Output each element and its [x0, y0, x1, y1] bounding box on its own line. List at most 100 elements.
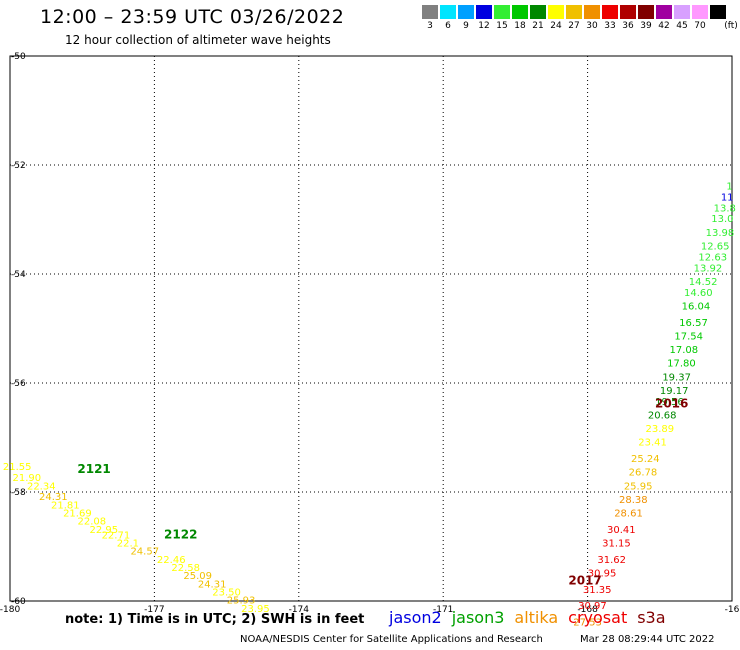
wave-height-point: 17.08 — [670, 345, 699, 356]
wave-height-point: 25.93 — [227, 596, 256, 607]
grid-lines — [9, 55, 733, 602]
wave-height-point: 11 — [721, 192, 734, 203]
wave-height-point: 22.58 — [171, 563, 200, 574]
wave-height-point: 19.56 — [655, 397, 684, 408]
legend-swatch — [494, 5, 510, 19]
wave-height-point: 23.95 — [241, 604, 270, 615]
wave-height-point: 28.38 — [619, 495, 648, 506]
wave-height-point: 25.24 — [631, 454, 660, 465]
legend-swatch — [512, 5, 528, 19]
wave-height-point: 22.46 — [157, 555, 186, 566]
x-tick-label: -174 — [289, 605, 310, 615]
wave-height-point: 21.90 — [13, 473, 42, 484]
wave-height-point: 30.41 — [607, 525, 636, 536]
wave-height-point: 13.98 — [706, 228, 735, 239]
generated-timestamp: Mar 28 08:29:44 UTC 2022 — [580, 634, 715, 645]
wave-height-point: 22.1 — [117, 539, 139, 550]
plot-frame — [9, 55, 733, 602]
pass-label: 2017 — [568, 574, 601, 588]
wave-height-point: 12.63 — [698, 252, 727, 263]
legend-swatch — [620, 5, 636, 19]
wave-height-point: 17.54 — [674, 331, 703, 342]
legend-label: 70 — [694, 21, 706, 31]
pass-label: 2016 — [655, 397, 688, 411]
legend-label: 39 — [640, 21, 652, 31]
wave-height-point: 23.41 — [638, 438, 667, 449]
x-tick-label: -180 — [0, 605, 20, 615]
x-tick-label: -171 — [433, 605, 453, 615]
legend-swatch — [584, 5, 600, 19]
wave-height-point: 31.35 — [583, 585, 612, 596]
legend-label: 24 — [550, 21, 562, 31]
wave-height-point: 13.92 — [694, 263, 723, 274]
legend-label: 6 — [445, 21, 451, 31]
pass-label: 2122 — [164, 527, 197, 541]
wave-height-point: 25.95 — [624, 481, 653, 492]
legend-label: 36 — [622, 21, 634, 31]
legend-label: 9 — [463, 21, 469, 31]
legend-swatch — [674, 5, 690, 19]
x-tick-label: -16 — [725, 605, 740, 615]
wave-height-point: 20.68 — [648, 410, 677, 421]
legend-swatch — [692, 5, 708, 19]
data-points: 11113.813.013.9812.6512.6313.9214.5214.6… — [3, 182, 736, 629]
legend-swatch — [458, 5, 474, 19]
legend-swatch — [422, 5, 438, 19]
legend-swatch — [530, 5, 546, 19]
legend-label: 27 — [568, 21, 580, 31]
y-tick-label: -56 — [11, 379, 26, 389]
wave-height-point: 24.31 — [198, 579, 227, 590]
legend-unit: (ft) — [724, 21, 738, 31]
y-tick-label: -58 — [11, 488, 26, 498]
footer-note: note: 1) Time is in UTC; 2) SWH is in fe… — [65, 612, 365, 627]
legend-swatch — [710, 5, 726, 19]
satellite-jason2: jason2 — [389, 608, 442, 627]
legend-swatch — [548, 5, 564, 19]
wave-height-point: 14.52 — [689, 277, 718, 288]
satellite-legend: jason2 jason3 altika cryosat s3a — [389, 608, 676, 627]
wave-height-point: 16.04 — [682, 301, 711, 312]
axes: -180 -177 -174 -171 -168 -16 -50 -52 -54 -56 -58 -6… — [0, 52, 740, 615]
wave-height-point: 16.57 — [679, 318, 708, 329]
wave-height-point: 22.95 — [90, 525, 119, 536]
wave-height-point: 13.0 — [711, 214, 733, 225]
legend-label: 30 — [586, 21, 598, 31]
pass-label: 2121 — [77, 462, 110, 476]
chart-subtitle: 12 hour collection of altimeter wave hei… — [65, 33, 331, 47]
wave-height-point: 23.50 — [212, 588, 241, 599]
wave-height-point: 1 — [726, 182, 732, 193]
x-tick-label: -168 — [577, 605, 598, 615]
x-tick-label: -177 — [144, 605, 164, 615]
satellite-jason3: jason3 — [451, 608, 505, 627]
wave-height-point: 24.57 — [130, 547, 159, 558]
wave-height-point: 23.89 — [645, 424, 674, 435]
legend-label: 15 — [496, 21, 508, 31]
wave-height-point: 28.61 — [614, 509, 643, 520]
chart-title: 12:00 – 23:59 UTC 03/26/2022 — [40, 6, 345, 28]
legend-swatch — [476, 5, 492, 19]
legend-swatch — [638, 5, 654, 19]
wave-height-point: 17.80 — [667, 359, 696, 370]
legend-swatch — [566, 5, 582, 19]
legend-label: 33 — [604, 21, 616, 31]
wave-height-point: 14.60 — [684, 288, 713, 299]
wave-height-point: 12.65 — [701, 241, 730, 252]
legend-label: 3 — [427, 21, 433, 31]
y-tick-label: -54 — [11, 270, 26, 280]
satellite-s3a: s3a — [637, 608, 666, 627]
legend-swatch — [656, 5, 672, 19]
satellite-altika: altika — [514, 608, 559, 627]
wave-height-point: 30.97 — [578, 601, 607, 612]
legend-label: 12 — [478, 21, 490, 31]
wave-height-point: 27.53 — [573, 618, 602, 629]
satellite-cryosat: cryosat — [568, 608, 628, 627]
wave-height-point: 21.81 — [51, 500, 80, 511]
wave-height-point: 30.95 — [588, 568, 617, 579]
legend-label: 18 — [514, 21, 526, 31]
legend-label: 45 — [676, 21, 688, 31]
wave-height-point: 26.78 — [629, 468, 658, 479]
wave-height-point: 22.71 — [102, 530, 131, 541]
legend-swatch — [602, 5, 618, 19]
legend-label: 21 — [532, 21, 544, 31]
